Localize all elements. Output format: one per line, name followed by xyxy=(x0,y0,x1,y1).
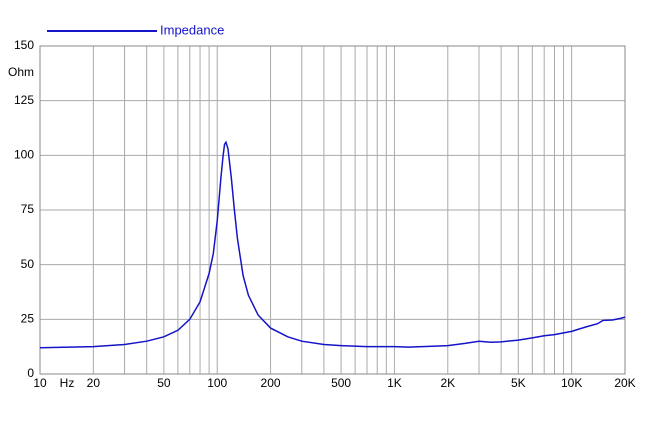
x-tick-label: 200 xyxy=(261,376,281,390)
x-tick-label: 50 xyxy=(157,376,171,390)
x-tick-label: 1K xyxy=(387,376,402,390)
y-tick-label: 0 xyxy=(27,366,34,380)
y-tick-label: 150 xyxy=(14,38,34,52)
y-tick-label: 50 xyxy=(21,257,35,271)
plot-frame xyxy=(39,45,626,375)
x-tick-label: 20 xyxy=(87,376,101,390)
x-tick-label: 10 xyxy=(33,376,47,390)
impedance-line xyxy=(39,140,626,349)
y-tick-label: 125 xyxy=(14,93,34,107)
x-tick-label: 2K xyxy=(440,376,455,390)
x-tick-label: 500 xyxy=(331,376,351,390)
x-tick-label: 100 xyxy=(207,376,227,390)
y-tick-label: 25 xyxy=(21,312,35,326)
x-tick-label: 20K xyxy=(614,376,635,390)
legend-label: Impedance xyxy=(160,22,224,37)
y-tick-label: 75 xyxy=(21,202,35,216)
y-unit-label: Ohm xyxy=(8,65,34,79)
x-tick-label: 5K xyxy=(511,376,526,390)
y-tick-label: 100 xyxy=(14,148,34,162)
x-tick-label: 10K xyxy=(561,376,582,390)
x-unit-label: Hz xyxy=(60,376,75,390)
